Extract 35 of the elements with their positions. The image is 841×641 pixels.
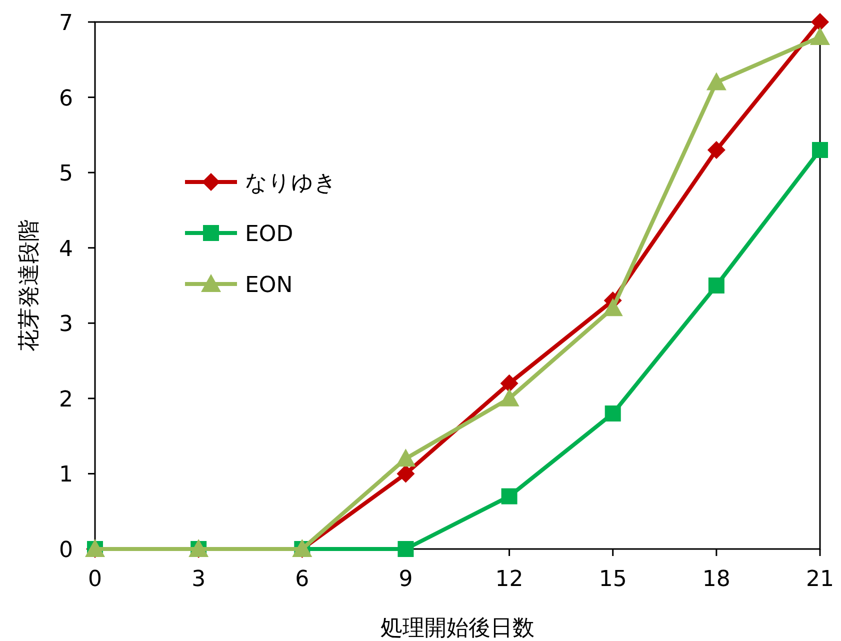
x-tick-label: 18 (702, 567, 730, 592)
y-axis-title: 花芽発達段階 (17, 220, 42, 352)
x-tick-label: 6 (295, 567, 310, 592)
x-tick-label: 3 (192, 567, 206, 592)
point (708, 278, 724, 294)
legend-label: EOD (245, 222, 294, 247)
point (810, 27, 830, 46)
point (398, 541, 414, 557)
legend-label: なりゆき (245, 171, 337, 196)
point (501, 488, 518, 504)
point (396, 448, 416, 467)
point (396, 464, 415, 483)
point (707, 140, 726, 159)
x-axis-title: 処理開始後日数 (380, 616, 534, 641)
x-tick-label: 15 (598, 567, 627, 592)
y-tick-label: 7 (59, 11, 73, 36)
x-tick-label: 0 (88, 567, 102, 592)
y-tick-label: 1 (59, 462, 73, 488)
y-tick-label: 3 (59, 312, 73, 338)
point (812, 142, 828, 158)
x-tick-label: 9 (398, 567, 413, 592)
y-tick-label: 0 (59, 538, 73, 563)
y-tick-label: 4 (59, 236, 73, 262)
y-tick-label: 5 (59, 162, 73, 187)
point (602, 298, 623, 316)
point (706, 72, 726, 90)
x-tick-label: 12 (495, 567, 524, 592)
point (604, 405, 621, 422)
point (499, 388, 520, 406)
y-tick-label: 6 (59, 86, 73, 112)
point (500, 374, 518, 392)
legend-label: EON (245, 273, 293, 298)
x-tick-label: 21 (806, 567, 834, 592)
point (811, 13, 829, 31)
y-tick-label: 2 (59, 387, 73, 412)
